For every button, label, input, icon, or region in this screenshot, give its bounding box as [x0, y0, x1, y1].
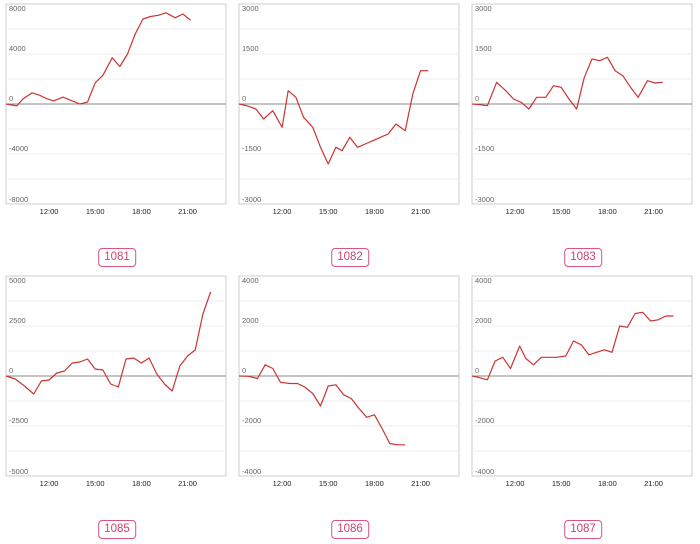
chart-1081: 8000 4000 0 -4000 -8000 12:00 15:00 18:00 21:00 — [5, 3, 227, 216]
y-tick-label: 2500 — [9, 316, 26, 325]
x-tick-label: 21:00 — [178, 207, 197, 216]
chart-1083: 3000 1500 0 -1500 -3000 12:00 15:00 18:00 21:00 — [471, 3, 693, 216]
chart-1086: 4000 2000 0 -2000 -4000 12:00 15:00 18:00 21:00 — [238, 275, 460, 488]
chart-1087: 4000 2000 0 -2000 -4000 12:00 15:00 18:00 21:00 — [471, 275, 693, 488]
y-tick-label: 5000 — [9, 276, 26, 285]
badge-1083[interactable]: 1083 — [564, 248, 602, 267]
x-tick-label: 21:00 — [644, 479, 663, 488]
chart-panel-1086: 4000 2000 0 -2000 -4000 12:00 15:00 18:00 21:00 — [233, 272, 465, 504]
badge-1082[interactable]: 1082 — [331, 248, 369, 267]
y-tick-label: -4000 — [242, 467, 261, 476]
x-tick-label: 12:00 — [40, 207, 59, 216]
chart-1085: 5000 2500 0 -2500 -5000 12:00 15:00 18:00 21:00 — [5, 275, 227, 488]
chart-panel-1085: 5000 2500 0 -2500 -5000 12:00 15:00 18:00 21:00 — [0, 272, 232, 504]
series-line — [238, 364, 406, 446]
chart-1082: 3000 1500 0 -1500 -3000 12:00 15:00 18:00 21:00 — [238, 3, 460, 216]
x-tick-label: 12:00 — [273, 207, 292, 216]
x-tick-label: 21:00 — [178, 479, 197, 488]
y-tick-label: -4000 — [475, 467, 494, 476]
y-tick-label: 0 — [9, 366, 13, 375]
badge-1087[interactable]: 1087 — [564, 520, 602, 539]
x-tick-label: 15:00 — [552, 479, 571, 488]
chart-panel-1087: 4000 2000 0 -2000 -4000 12:00 15:00 18:00 21:00 — [466, 272, 698, 504]
x-tick-label: 15:00 — [319, 207, 338, 216]
x-tick-label: 15:00 — [552, 207, 571, 216]
x-tick-label: 18:00 — [598, 207, 617, 216]
x-tick-label: 15:00 — [86, 479, 105, 488]
series-line — [5, 12, 191, 107]
y-tick-label: 4000 — [475, 276, 492, 285]
x-tick-label: 21:00 — [411, 207, 430, 216]
x-tick-label: 18:00 — [598, 479, 617, 488]
y-tick-label: -5000 — [9, 467, 28, 476]
y-tick-label: 2000 — [475, 316, 492, 325]
y-tick-label: 4000 — [9, 44, 26, 53]
x-tick-label: 12:00 — [273, 479, 292, 488]
x-tick-label: 12:00 — [506, 207, 525, 216]
x-tick-label: 12:00 — [40, 479, 59, 488]
x-tick-label: 21:00 — [644, 207, 663, 216]
y-tick-label: 8000 — [9, 4, 26, 13]
badge-1085[interactable]: 1085 — [98, 520, 136, 539]
y-tick-label: 2000 — [242, 316, 259, 325]
y-tick-label: -2000 — [242, 416, 261, 425]
x-tick-label: 18:00 — [132, 479, 151, 488]
y-tick-label: 0 — [475, 366, 479, 375]
x-tick-label: 18:00 — [365, 207, 384, 216]
y-tick-label: 0 — [242, 94, 246, 103]
y-tick-label: 0 — [475, 94, 479, 103]
y-tick-label: -2000 — [475, 416, 494, 425]
y-tick-label: -2500 — [9, 416, 28, 425]
series-line — [5, 291, 212, 395]
y-tick-label: 3000 — [475, 4, 492, 13]
y-tick-label: -3000 — [242, 195, 261, 204]
y-tick-label: 1500 — [475, 44, 492, 53]
x-tick-label: 15:00 — [319, 479, 338, 488]
series-line — [238, 70, 429, 165]
series-line — [471, 311, 674, 381]
x-tick-label: 21:00 — [411, 479, 430, 488]
y-tick-label: 1500 — [242, 44, 259, 53]
chart-panel-1082: 3000 1500 0 -1500 -3000 12:00 15:00 18:00 21:00 — [233, 0, 465, 232]
y-tick-label: -1500 — [475, 144, 494, 153]
x-tick-label: 18:00 — [132, 207, 151, 216]
badge-1086[interactable]: 1086 — [331, 520, 369, 539]
y-tick-label: -1500 — [242, 144, 261, 153]
chart-panel-1081: 8000 4000 0 -4000 -8000 12:00 15:00 18:00 21:00 — [0, 0, 232, 232]
series-line — [471, 56, 663, 110]
y-tick-label: -4000 — [9, 144, 28, 153]
y-tick-label: 0 — [9, 94, 13, 103]
y-tick-label: 3000 — [242, 4, 259, 13]
y-tick-label: 4000 — [242, 276, 259, 285]
y-tick-label: -3000 — [475, 195, 494, 204]
chart-panel-1083: 3000 1500 0 -1500 -3000 12:00 15:00 18:00 21:00 — [466, 0, 698, 232]
x-tick-label: 12:00 — [506, 479, 525, 488]
y-tick-label: 0 — [242, 366, 246, 375]
y-tick-label: -8000 — [9, 195, 28, 204]
x-tick-label: 18:00 — [365, 479, 384, 488]
badge-1081[interactable]: 1081 — [98, 248, 136, 267]
x-tick-label: 15:00 — [86, 207, 105, 216]
